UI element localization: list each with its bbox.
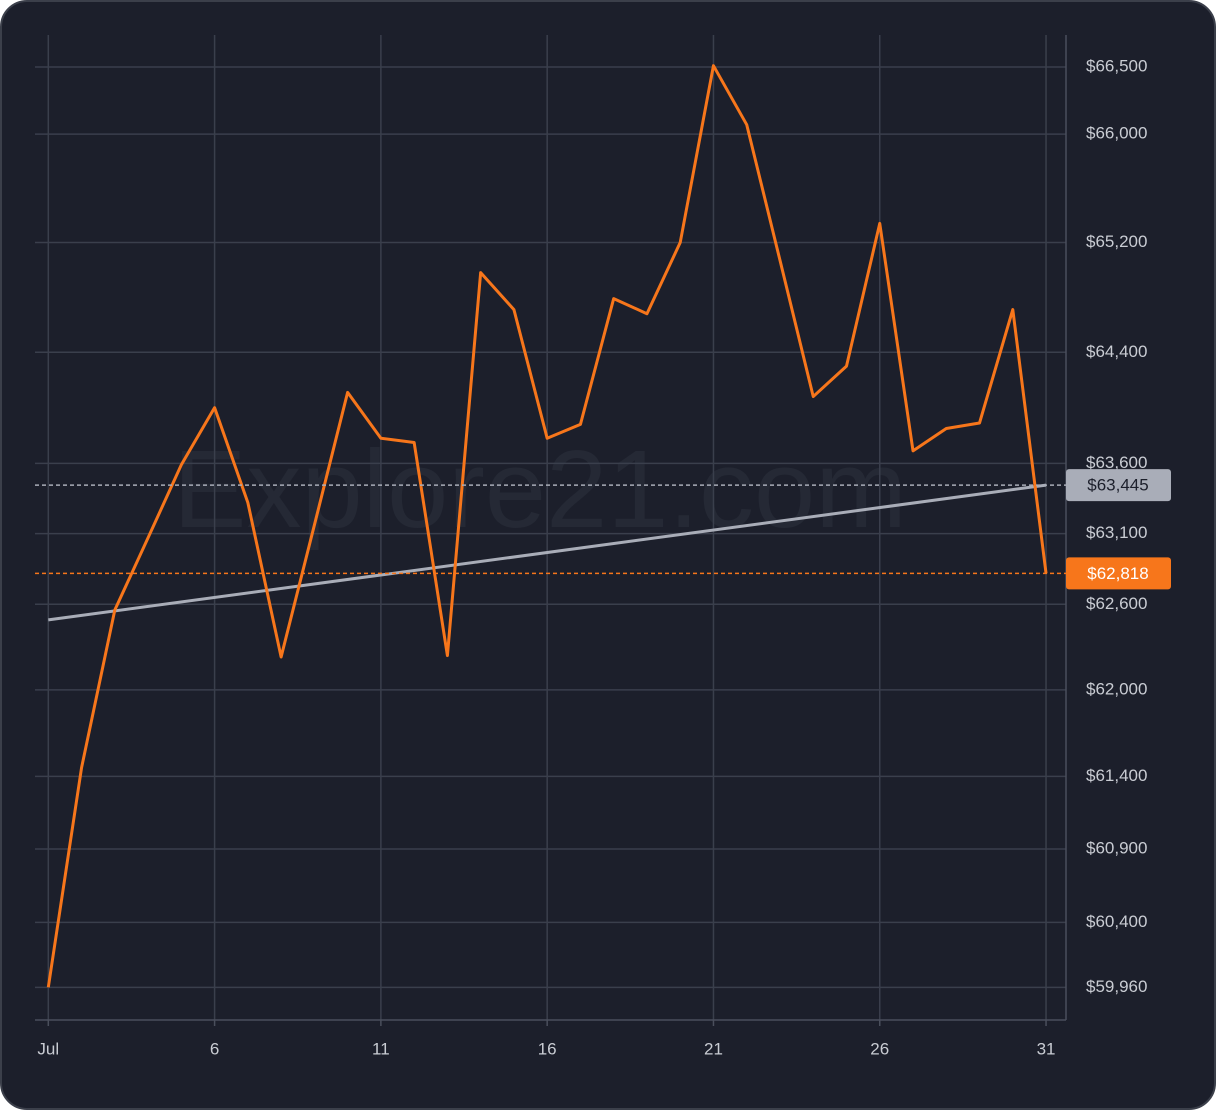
y-tick-label: $62,600 [1086,594,1147,613]
price-label: $62,818 [1087,564,1148,583]
line-series [46,64,1048,988]
x-tick-label: 11 [372,1039,390,1058]
x-tick-label: 6 [210,1039,219,1058]
y-tick-label: $60,900 [1086,839,1147,858]
x-tick-label: 31 [1037,1039,1056,1058]
x-tick-label: Jul [37,1039,59,1058]
line-series [48,483,1047,622]
y-tick-label: $65,200 [1086,232,1147,251]
y-tick-label: $66,500 [1086,57,1147,76]
x-tick-label: 21 [704,1039,723,1058]
y-tick-label: $59,960 [1086,977,1147,996]
price-label-box [1066,557,1171,590]
y-tick-label: $61,400 [1086,766,1147,785]
y-tick-label: $66,000 [1086,124,1147,143]
y-tick-label: $60,400 [1086,912,1147,931]
y-tick-label: $63,100 [1086,523,1147,542]
x-tick-label: 16 [538,1039,557,1058]
y-tick-label: $62,000 [1086,679,1147,698]
y-tick-label: $63,600 [1086,453,1147,472]
x-tick-label: 26 [870,1039,889,1058]
watermark: Explore21.com [173,428,907,551]
price-label: $63,445 [1087,476,1148,495]
price-label-box [1066,469,1171,502]
y-tick-label: $64,400 [1086,342,1147,361]
